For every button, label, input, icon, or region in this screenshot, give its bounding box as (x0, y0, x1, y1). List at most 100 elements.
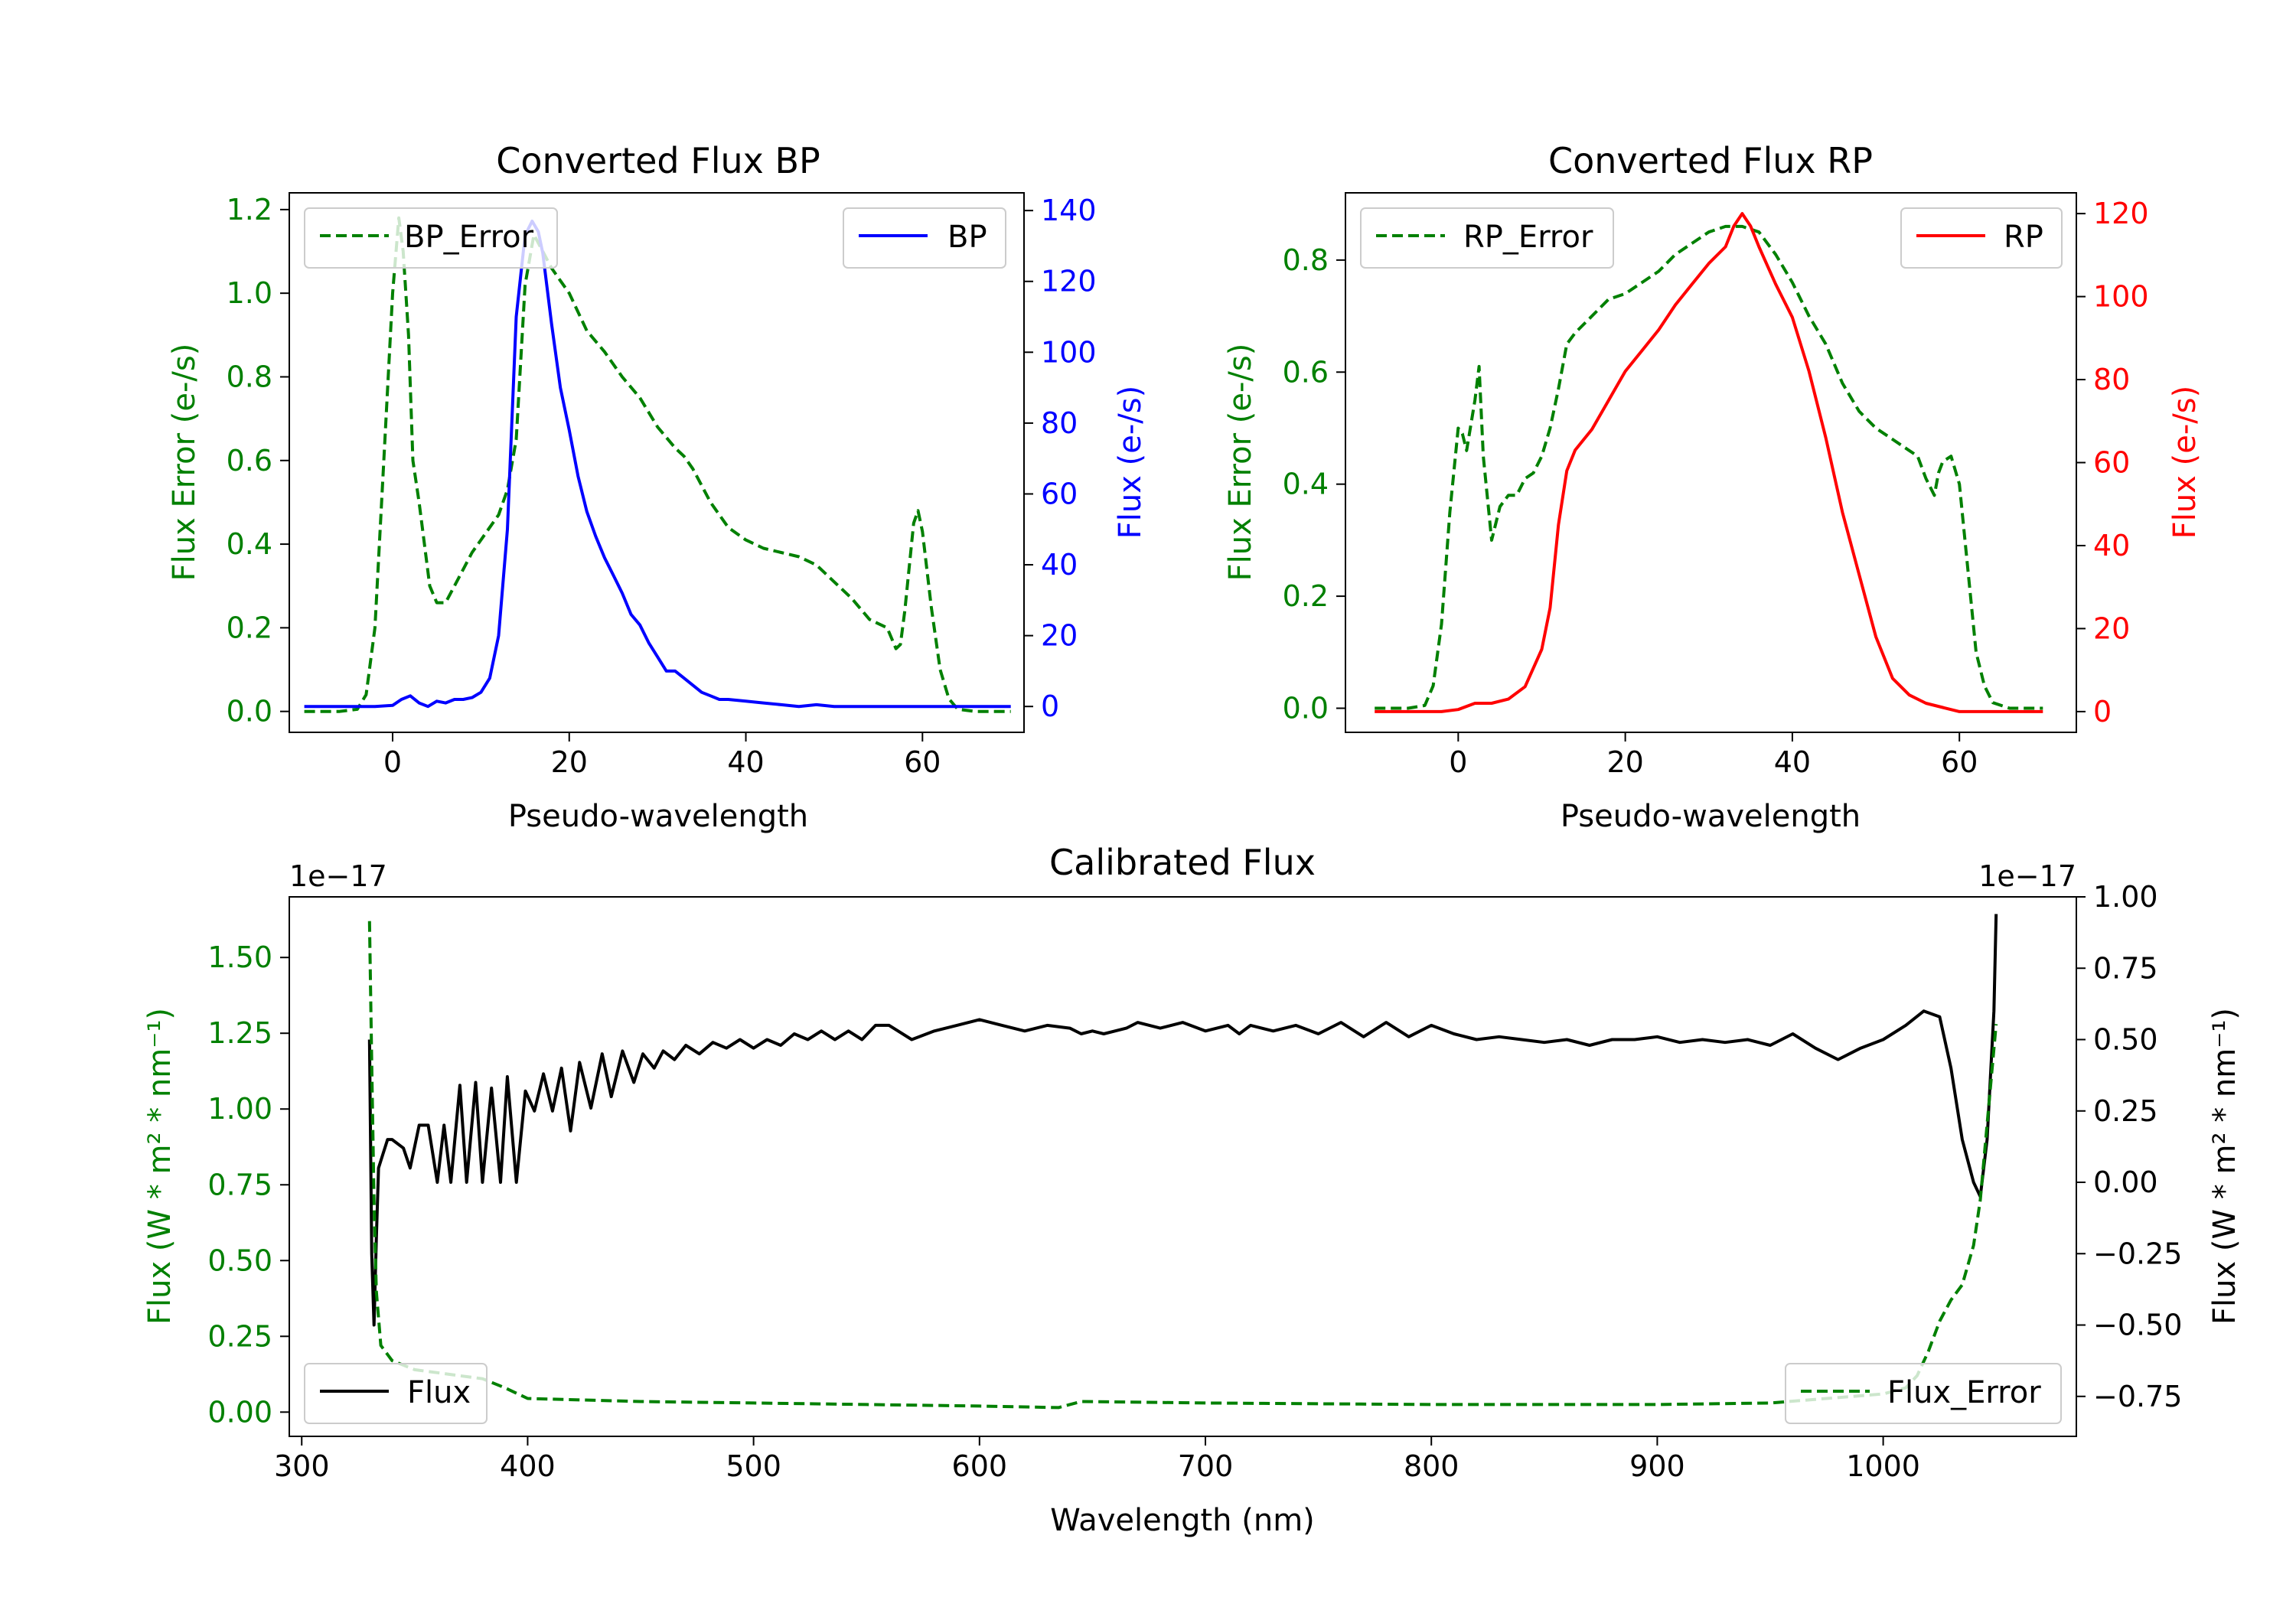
rp-xtick-label: 0 (1449, 745, 1467, 779)
cal-ytick-right-label: −0.75 (2093, 1380, 2182, 1413)
bp-ylabel-right: Flux (e-/s) (1113, 386, 1148, 539)
cal-legend-error-box (1785, 1363, 2062, 1424)
cal-xtick-label: 500 (726, 1449, 781, 1483)
cal-xtick-label: 600 (952, 1449, 1008, 1483)
bp-ytick-right-label: 0 (1041, 689, 1059, 723)
rp-ytick-left-label: 0.0 (1283, 692, 1329, 725)
cal-legend-flux-box (304, 1363, 488, 1424)
bp-ytick-right-label: 100 (1041, 335, 1097, 369)
rp-legend-flux-label: RP (2004, 220, 2043, 255)
bp-ytick-left-label: 0.8 (227, 360, 272, 393)
bp-series-bp (304, 220, 1011, 709)
bp-ytick-right-label: 120 (1041, 265, 1097, 298)
cal-ylabel-right: Flux (W * m² * nm⁻¹) (2207, 1008, 2242, 1325)
bp-ytick-left-label: 0.2 (227, 611, 272, 644)
rp-legend-error-box (1360, 207, 1614, 269)
rp-ytick-right-label: 120 (2093, 197, 2149, 230)
bp-legend-error-label: BP_Error (404, 220, 534, 255)
cal-ytick-left-label: 1.25 (207, 1016, 272, 1050)
bp-legend-error: BP_Error (304, 207, 558, 269)
bp-ytick-right-label: 140 (1041, 194, 1097, 227)
cal-ytick-right-label: 0.00 (2093, 1165, 2158, 1199)
rp-xtick-label: 20 (1606, 745, 1643, 779)
bp-xlabel: Pseudo-wavelength (508, 799, 808, 834)
rp-xlabel: Pseudo-wavelength (1561, 799, 1861, 834)
bp-ytick-right-label: 40 (1041, 548, 1078, 582)
rp-ytick-left-label: 0.8 (1283, 243, 1329, 277)
cal-ytick-left-label: 1.50 (207, 940, 272, 974)
cal-title: Calibrated Flux (1049, 842, 1316, 883)
cal-legend-error: Flux_Error (1785, 1363, 2062, 1424)
cal-ytick-right-label: −0.25 (2093, 1237, 2182, 1270)
rp-legend-error: RP_Error (1360, 207, 1614, 269)
cal-legend-error-label: Flux_Error (1887, 1375, 2041, 1410)
bp-legend-flux: BP (843, 207, 1006, 269)
bp-ytick-left-label: 0.6 (227, 444, 272, 478)
bp-xtick-label: 20 (551, 745, 588, 779)
bp-ylabel-left: Flux Error (e-/s) (167, 344, 202, 582)
rp-series-rp-error (1375, 224, 2043, 710)
bp-ytick-left-label: 0.0 (227, 695, 272, 729)
bp-xtick-label: 40 (727, 745, 764, 779)
rp-ytick-right-label: 40 (2093, 529, 2130, 562)
rp-xtick-label: 60 (1941, 745, 1978, 779)
rp-legend-flux: RP (1900, 207, 2063, 269)
cal-legend-flux: Flux (304, 1363, 488, 1424)
cal-xtick-label: 1000 (1846, 1449, 1920, 1483)
cal-xtick-label: 300 (274, 1449, 330, 1483)
rp-ytick-right-label: 20 (2093, 611, 2130, 645)
cal-offset-left: 1e−17 (289, 859, 387, 893)
cal-ytick-left-label: 0.25 (207, 1319, 272, 1353)
bp-ytick-right-label: 20 (1041, 619, 1078, 653)
bp-ytick-left-label: 1.2 (227, 193, 272, 227)
cal-xtick-label: 900 (1629, 1449, 1685, 1483)
rp-ylabel-left: Flux Error (e-/s) (1223, 344, 1258, 582)
cal-ytick-left-label: 0.75 (207, 1168, 272, 1201)
rp-ytick-left-label: 0.4 (1283, 468, 1329, 501)
cal-ytick-left-label: 1.00 (207, 1092, 272, 1126)
rp-ytick-left-label: 0.6 (1283, 355, 1329, 389)
cal-ytick-right-label: 0.50 (2093, 1023, 2158, 1057)
cal-ytick-left-label: 0.00 (207, 1395, 272, 1429)
bp-legend-error-box (304, 207, 558, 269)
cal-ytick-left-label: 0.50 (207, 1244, 272, 1277)
bp-title: Converted Flux BP (496, 140, 820, 181)
cal-ytick-right-label: 1.00 (2093, 880, 2158, 914)
cal-legend-flux-label: Flux (407, 1375, 471, 1410)
cal-xtick-label: 700 (1178, 1449, 1234, 1483)
cal-ylabel-left: Flux (W * m² * nm⁻¹) (142, 1008, 178, 1325)
cal-ytick-right-label: 0.75 (2093, 951, 2158, 985)
cal-ytick-right-label: −0.50 (2093, 1309, 2182, 1342)
bp-legend-flux-box (843, 207, 1006, 269)
rp-series-rp (1375, 212, 2043, 713)
rp-legend-error-label: RP_Error (1463, 220, 1593, 255)
bp-axes-frame (289, 192, 1025, 733)
bp-xtick-label: 0 (383, 745, 402, 779)
bp-ytick-left-label: 0.4 (227, 527, 272, 561)
cal-xlabel: Wavelength (nm) (1050, 1503, 1315, 1538)
rp-ytick-right-label: 60 (2093, 446, 2130, 480)
calibrated-panel: Calibrated Flux 1e−17 1e−17 300 400 500 600… (142, 842, 2242, 1538)
bp-xtick-label: 60 (904, 745, 941, 779)
rp-ytick-left-label: 0.2 (1283, 579, 1329, 613)
rp-ylabel-right: Flux (e-/s) (2167, 386, 2203, 539)
rp-ytick-right-label: 100 (2093, 280, 2149, 314)
bp-ytick-right-label: 60 (1041, 477, 1078, 510)
rp-xtick-label: 40 (1774, 745, 1811, 779)
rp-title: Converted Flux RP (1548, 140, 1873, 181)
cal-offset-right: 1e−17 (1978, 859, 2076, 893)
rp-panel: Converted Flux RP 0 20 40 60 0.0 0.2 0.4 0.6 0.8… (1223, 140, 2203, 834)
cal-ytick-right-label: 0.25 (2093, 1094, 2158, 1128)
cal-axes-frame (289, 896, 2077, 1437)
cal-xtick-label: 800 (1404, 1449, 1459, 1483)
bp-ytick-left-label: 1.0 (227, 276, 272, 310)
bp-legend-flux-label: BP (947, 220, 987, 255)
bp-ytick-right-label: 80 (1041, 406, 1078, 440)
rp-ytick-right-label: 0 (2093, 695, 2112, 729)
cal-series-flux (367, 914, 1998, 1327)
bp-panel: Converted Flux BP 0 20 40 60 0.0 0.2 0.4 0.6 0.8… (167, 140, 1148, 834)
rp-ytick-right-label: 80 (2093, 363, 2130, 396)
rp-legend-flux-box (1900, 207, 2063, 269)
bp-series-bp-error (304, 216, 1011, 713)
